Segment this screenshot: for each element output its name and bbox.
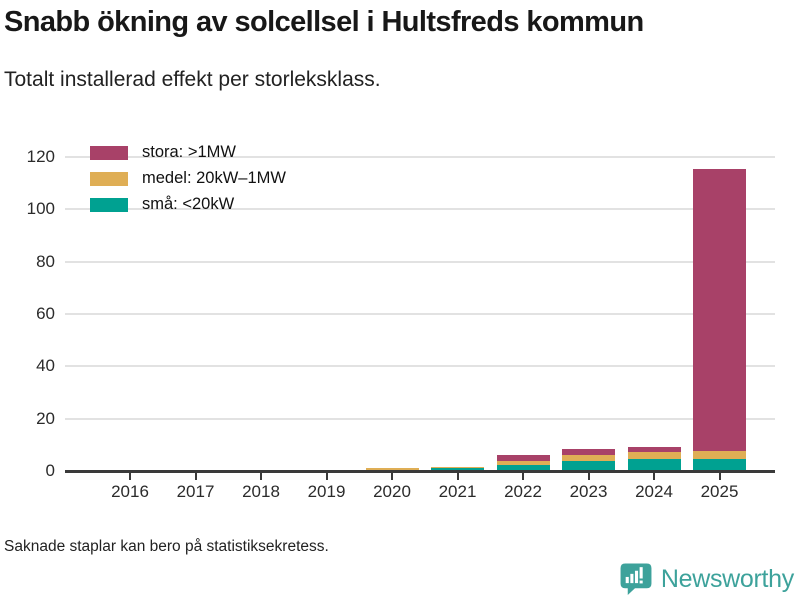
legend-swatch <box>90 171 128 186</box>
x-axis-tick <box>456 473 459 480</box>
y-axis-tick-label: 0 <box>45 461 55 480</box>
bar-segment <box>562 455 615 462</box>
x-axis-tick-label: 2018 <box>242 482 280 501</box>
bar-segment <box>627 451 681 459</box>
y-axis-tick-label: 120 <box>26 147 55 166</box>
x-axis-tick-label: 2019 <box>307 482 346 501</box>
gridline-y80 <box>65 260 775 263</box>
page-title: Snabb ökning av solcellsel i Hultsfreds … <box>4 6 644 38</box>
bar-segment <box>693 458 746 471</box>
bar-segment <box>562 461 615 471</box>
x-axis-tick-label: 2016 <box>111 482 149 501</box>
legend-item: små: <20kW <box>90 195 234 214</box>
x-axis-tick <box>587 473 590 480</box>
legend-swatch <box>90 145 128 160</box>
bar-segment <box>496 455 550 462</box>
legend-swatch <box>90 197 128 212</box>
gridline-y20 <box>65 417 775 420</box>
bar-segment <box>693 450 746 459</box>
bar-segment <box>431 468 484 471</box>
legend-item: stora: >1MW <box>90 143 236 162</box>
x-axis-tick-label: 2017 <box>176 482 215 501</box>
gridline-y100 <box>65 208 775 211</box>
bar-segment <box>496 461 550 465</box>
x-axis-tick <box>129 473 131 480</box>
y-axis-tick-label: 40 <box>36 356 55 376</box>
x-axis-tick <box>391 473 393 480</box>
x-axis-tick <box>194 473 197 480</box>
x-axis-tick <box>718 473 721 480</box>
gridline-y40 <box>65 365 775 368</box>
x-axis-tick-label: 2022 <box>504 482 542 501</box>
x-axis-tick <box>325 473 328 480</box>
x-axis-tick-label: 2023 <box>569 482 608 501</box>
bar-segment <box>496 464 550 471</box>
y-axis-tick-label: 80 <box>36 251 55 271</box>
legend-label: små: <20kW <box>142 195 235 213</box>
bar-segment <box>627 446 681 452</box>
x-axis-tick <box>522 473 524 480</box>
y-axis-tick-label: 20 <box>36 408 55 428</box>
bar-segment <box>431 467 484 469</box>
gridline-y60 <box>65 313 775 315</box>
newsworthy-brand: Newsworthy <box>619 562 794 596</box>
bar-segment <box>627 458 681 471</box>
x-axis-tick <box>260 473 262 480</box>
y-axis-tick-label: 100 <box>26 199 55 219</box>
newsworthy-wordmark: Newsworthy <box>660 564 794 593</box>
chart-subtitle: Totalt installerad effekt per storlekskl… <box>4 68 381 91</box>
x-axis-tick <box>653 473 655 480</box>
x-axis-tick-label: 2024 <box>635 482 673 501</box>
bar-segment <box>562 449 615 456</box>
gridline-y120 <box>65 156 775 158</box>
x-axis-tick-label: 2021 <box>438 482 477 501</box>
legend-label: stora: >1MW <box>142 143 236 161</box>
legend-item: medel: 20kW–1MW <box>90 169 286 188</box>
chart-footnote: Saknade staplar kan bero på statistiksek… <box>4 538 329 555</box>
x-axis-line <box>65 470 775 473</box>
bar-segment <box>365 468 419 470</box>
bar-segment <box>693 168 746 451</box>
y-axis-tick-label: 60 <box>36 304 55 323</box>
x-axis-tick-label: 2020 <box>373 482 411 501</box>
x-axis-tick-label: 2025 <box>700 482 739 501</box>
newsworthy-logo-icon <box>620 563 652 595</box>
legend-label: medel: 20kW–1MW <box>142 169 286 187</box>
